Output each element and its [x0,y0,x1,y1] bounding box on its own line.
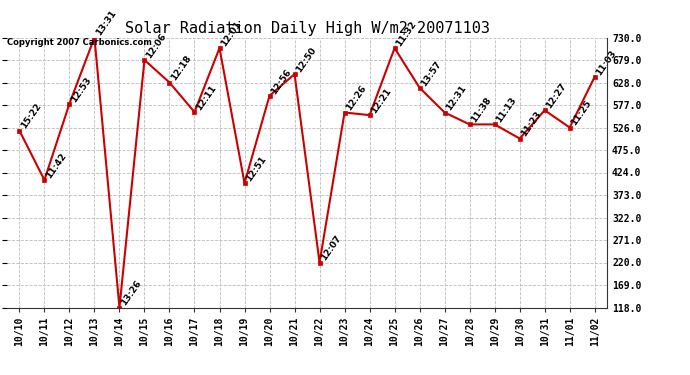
Text: 13:26: 13:26 [119,279,144,308]
Text: 11:25: 11:25 [570,99,593,128]
Text: 12:26: 12:26 [344,84,368,112]
Text: 11:38: 11:38 [470,96,493,124]
Text: 13:31: 13:31 [95,9,118,38]
Text: 12:50: 12:50 [295,46,318,74]
Text: 11:13: 11:13 [495,96,518,124]
Text: 12:31: 12:31 [444,84,469,112]
Text: 12:51: 12:51 [244,154,268,183]
Text: 12:53: 12:53 [70,75,93,104]
Text: 12:18: 12:18 [170,54,193,82]
Text: 15:22: 15:22 [19,102,43,130]
Text: Copyright 2007 Carbonics.com: Copyright 2007 Carbonics.com [7,38,152,46]
Text: 12:21: 12:21 [370,87,393,115]
Text: 12:27: 12:27 [544,82,569,110]
Text: 11:03: 11:03 [595,48,618,77]
Text: 12:56: 12:56 [270,67,293,96]
Text: 11:23: 11:23 [520,110,544,138]
Text: 12:07: 12:07 [319,234,344,262]
Title: Solar Radiation Daily High W/m2 20071103: Solar Radiation Daily High W/m2 20071103 [125,21,489,36]
Text: 12:01: 12:01 [219,20,244,48]
Text: 12:11: 12:11 [195,84,218,112]
Text: 11:42: 11:42 [44,151,68,180]
Text: 11:32: 11:32 [395,20,418,48]
Text: 12:06: 12:06 [144,32,168,60]
Text: 13:57: 13:57 [420,59,444,88]
